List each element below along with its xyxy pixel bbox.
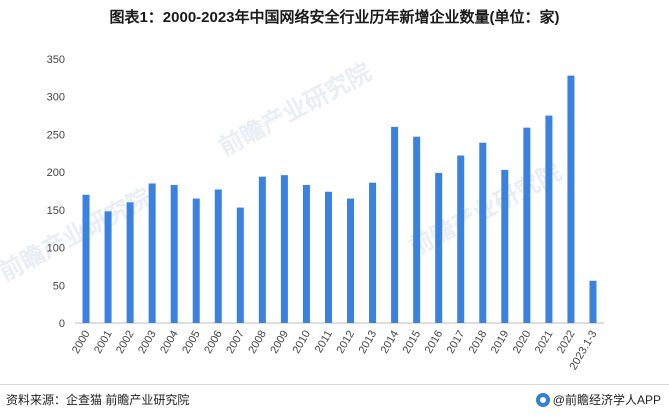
bar [214, 189, 222, 323]
x-tick-label: 2006 [202, 329, 225, 356]
bar [369, 182, 377, 323]
y-tick-label: 200 [47, 167, 65, 179]
bar [567, 75, 575, 323]
x-tick-label: 2004 [158, 329, 181, 356]
bar [192, 198, 200, 323]
bar [148, 183, 156, 323]
x-tick-label: 2010 [290, 329, 313, 356]
bar [413, 136, 421, 323]
bar [236, 207, 244, 323]
bar [435, 172, 443, 323]
y-tick-label: 350 [47, 54, 65, 66]
x-tick-label: 2020 [511, 329, 534, 356]
x-tick-label: 2018 [467, 329, 490, 356]
bar [501, 169, 509, 323]
bar [258, 176, 266, 323]
y-tick-label: 100 [47, 243, 65, 255]
footer-divider [0, 384, 669, 385]
bar [545, 115, 553, 323]
bar [457, 155, 465, 323]
x-tick-label: 2009 [268, 329, 291, 356]
x-tick-label: 2014 [379, 329, 402, 356]
bar [523, 127, 531, 323]
bar [82, 194, 90, 323]
y-tick-label: 250 [47, 129, 65, 141]
y-tick-label: 150 [47, 205, 65, 217]
brand-logo-icon [535, 392, 550, 407]
bar [324, 191, 332, 323]
source-note: 资料来源：企查猫 前瞻产业研究院 [6, 393, 190, 407]
y-tick-label: 0 [59, 318, 65, 330]
bar [104, 211, 112, 323]
x-tick-label: 2021 [533, 329, 556, 356]
x-tick-label: 2019 [489, 329, 512, 356]
x-tick-label: 2000 [70, 329, 93, 356]
y-tick-label: 300 [47, 92, 65, 104]
x-tick-label: 2008 [246, 329, 269, 356]
y-tick-label: 50 [53, 280, 65, 292]
brand-text: @前瞻经济学人APP [552, 393, 661, 407]
bar [347, 198, 355, 323]
x-tick-label: 2002 [114, 329, 137, 356]
x-tick-label: 2015 [401, 329, 424, 356]
bar [589, 280, 597, 323]
bar [170, 184, 178, 323]
x-tick-label: 2001 [92, 329, 115, 356]
bar [126, 202, 134, 323]
x-tick-label: 2013 [357, 329, 380, 356]
x-tick-label: 2012 [334, 329, 357, 356]
bar [479, 142, 487, 323]
x-tick-label: 2017 [445, 329, 468, 356]
bar [302, 184, 310, 323]
chart-title: 图表1：2000-2023年中国网络安全行业历年新增企业数量(单位：家) [109, 9, 560, 26]
x-tick-label: 2003 [136, 329, 159, 356]
x-tick-label: 2011 [313, 329, 335, 355]
x-tick-label: 2016 [423, 329, 446, 356]
x-tick-label: 2005 [180, 329, 203, 356]
x-tick-label: 2007 [224, 329, 247, 356]
x-tick-label: 2022 [555, 329, 578, 356]
bar [391, 126, 399, 323]
brand-label: @前瞻经济学人APP [535, 391, 661, 408]
bar [280, 175, 288, 323]
